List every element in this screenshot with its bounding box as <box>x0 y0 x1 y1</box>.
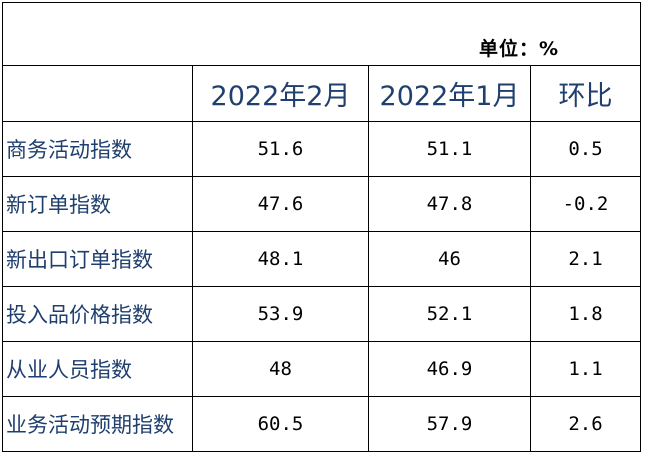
value-jan: 46 <box>368 231 531 287</box>
value-jan: 52.1 <box>368 286 531 342</box>
header-mom: 环比 <box>530 65 641 122</box>
unit-label: 单位：% <box>479 38 560 60</box>
unit-cell: 单位：% <box>2 2 641 66</box>
value-feb: 53.9 <box>192 286 369 342</box>
value-mom: 2.6 <box>530 396 641 452</box>
table-row: 投入品价格指数 53.9 52.1 1.8 <box>2 286 641 342</box>
value-jan: 51.1 <box>368 121 531 177</box>
row-label: 从业人员指数 <box>2 341 193 397</box>
row-label: 商务活动指数 <box>2 121 193 177</box>
table-row: 新出口订单指数 48.1 46 2.1 <box>2 231 641 287</box>
value-mom: 2.1 <box>530 231 641 287</box>
value-jan: 57.9 <box>368 396 531 452</box>
index-table: 单位：% 2022年2月 2022年1月 环比 商务活动指数 51.6 51.1… <box>2 2 641 452</box>
row-label: 新出口订单指数 <box>2 231 193 287</box>
value-mom: -0.2 <box>530 176 641 232</box>
value-feb: 48.1 <box>192 231 369 287</box>
header-empty-cell <box>2 65 193 122</box>
value-feb: 51.6 <box>192 121 369 177</box>
value-feb: 47.6 <box>192 176 369 232</box>
row-label: 投入品价格指数 <box>2 286 193 342</box>
value-jan: 47.8 <box>368 176 531 232</box>
table-row: 新订单指数 47.6 47.8 -0.2 <box>2 176 641 232</box>
table-row: 从业人员指数 48 46.9 1.1 <box>2 341 641 397</box>
row-label: 业务活动预期指数 <box>2 396 193 452</box>
value-mom: 1.8 <box>530 286 641 342</box>
value-feb: 48 <box>192 341 369 397</box>
table-row: 商务活动指数 51.6 51.1 0.5 <box>2 121 641 177</box>
value-jan: 46.9 <box>368 341 531 397</box>
table-row: 业务活动预期指数 60.5 57.9 2.6 <box>2 396 641 452</box>
value-feb: 60.5 <box>192 396 369 452</box>
unit-row: 单位：% <box>2 2 641 66</box>
value-mom: 1.1 <box>530 341 641 397</box>
header-feb-2022: 2022年2月 <box>192 65 369 122</box>
header-row: 2022年2月 2022年1月 环比 <box>2 65 641 122</box>
header-jan-2022: 2022年1月 <box>368 65 531 122</box>
value-mom: 0.5 <box>530 121 641 177</box>
row-label: 新订单指数 <box>2 176 193 232</box>
